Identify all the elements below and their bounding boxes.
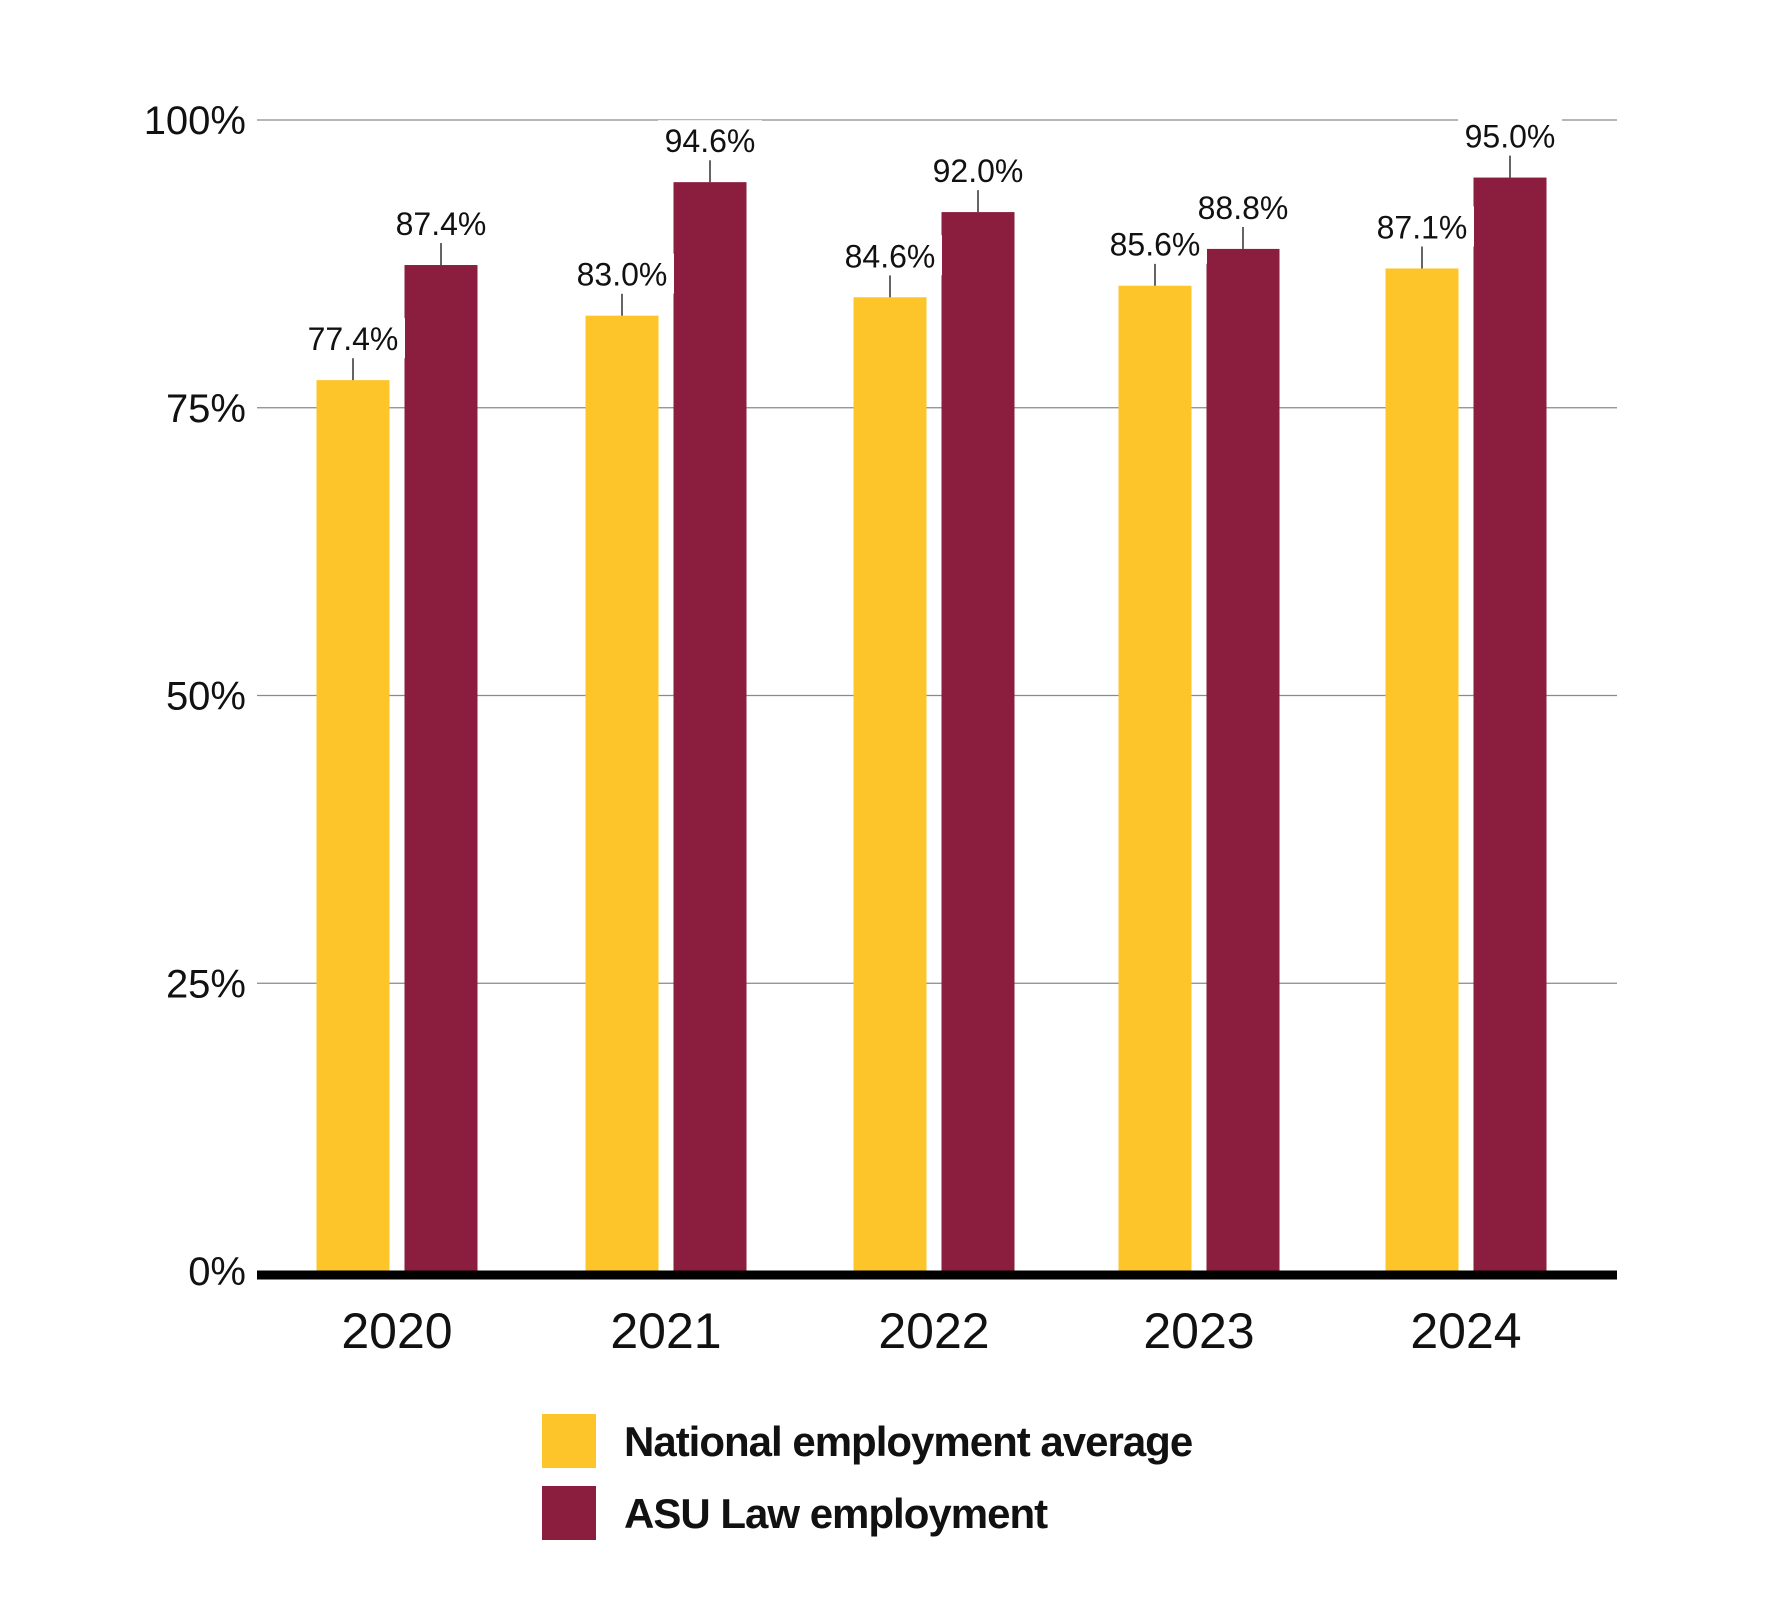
legend-label-asu-law: ASU Law employment xyxy=(624,1490,1048,1537)
national-average-value-2020: 77.4% xyxy=(308,321,399,357)
x-category-label-2021: 2021 xyxy=(610,1303,721,1359)
national-average-bar-2020 xyxy=(316,380,390,1272)
data-label-background xyxy=(1370,206,1474,247)
national-average-bar-2021 xyxy=(585,315,659,1271)
asu-law-value-2024: 95.0% xyxy=(1465,119,1556,155)
national-average-bar-2023 xyxy=(1118,285,1192,1271)
asu-law-value-2020: 87.4% xyxy=(396,206,487,242)
data-label-background xyxy=(926,150,1030,191)
asu-law-bar-2021 xyxy=(673,182,747,1271)
asu-law-value-2021: 94.6% xyxy=(665,123,756,159)
national-average-value-2023: 85.6% xyxy=(1110,227,1201,263)
asu-law-value-2023: 88.8% xyxy=(1198,190,1289,226)
x-axis-category-labels: 2020 2021 2022 2023 2024 xyxy=(341,1303,1521,1359)
legend-label-national-average: National employment average xyxy=(624,1418,1192,1465)
national-average-value-2021: 83.0% xyxy=(577,257,668,293)
x-category-label-2024: 2024 xyxy=(1410,1303,1521,1359)
asu-law-value-2022: 92.0% xyxy=(933,153,1024,189)
x-category-label-2023: 2023 xyxy=(1143,1303,1254,1359)
data-label-background xyxy=(838,235,942,276)
y-tick-label: 50% xyxy=(166,675,246,719)
asu-law-bar-2024 xyxy=(1473,177,1547,1271)
legend: National employment average ASU Law emplo… xyxy=(542,1414,1193,1540)
y-axis-tick-labels: 0% 25% 50% 75% 100% xyxy=(144,99,246,1294)
x-category-label-2020: 2020 xyxy=(341,1303,452,1359)
national-average-bar-2022 xyxy=(853,297,927,1271)
data-label-background xyxy=(389,203,493,244)
national-average-value-2024: 87.1% xyxy=(1377,209,1468,245)
y-tick-label: 0% xyxy=(188,1250,246,1294)
asu-law-bar-2022 xyxy=(941,212,1015,1272)
asu-law-bar-2020 xyxy=(404,265,478,1271)
data-label-background xyxy=(301,318,405,359)
y-tick-label: 75% xyxy=(166,387,246,431)
legend-swatch-asu-law xyxy=(542,1486,596,1540)
data-label-background xyxy=(1458,115,1562,156)
data-label-background xyxy=(658,120,762,161)
national-average-value-2022: 84.6% xyxy=(845,238,936,274)
y-tick-label: 100% xyxy=(144,99,246,143)
bars xyxy=(316,177,1547,1272)
data-labels: 77.4% 87.4% 83.0% 94.6% 84.6% 92.0% 85.6%88.8%… xyxy=(301,115,1562,381)
y-tick-label: 25% xyxy=(166,962,246,1006)
national-average-bar-2024 xyxy=(1385,268,1459,1271)
legend-swatch-national-average xyxy=(542,1414,596,1468)
asu-law-bar-2023 xyxy=(1206,248,1280,1272)
data-label-background xyxy=(1191,186,1295,227)
data-label-background xyxy=(570,253,674,294)
x-category-label-2022: 2022 xyxy=(878,1303,989,1359)
data-label-background xyxy=(1103,223,1207,264)
